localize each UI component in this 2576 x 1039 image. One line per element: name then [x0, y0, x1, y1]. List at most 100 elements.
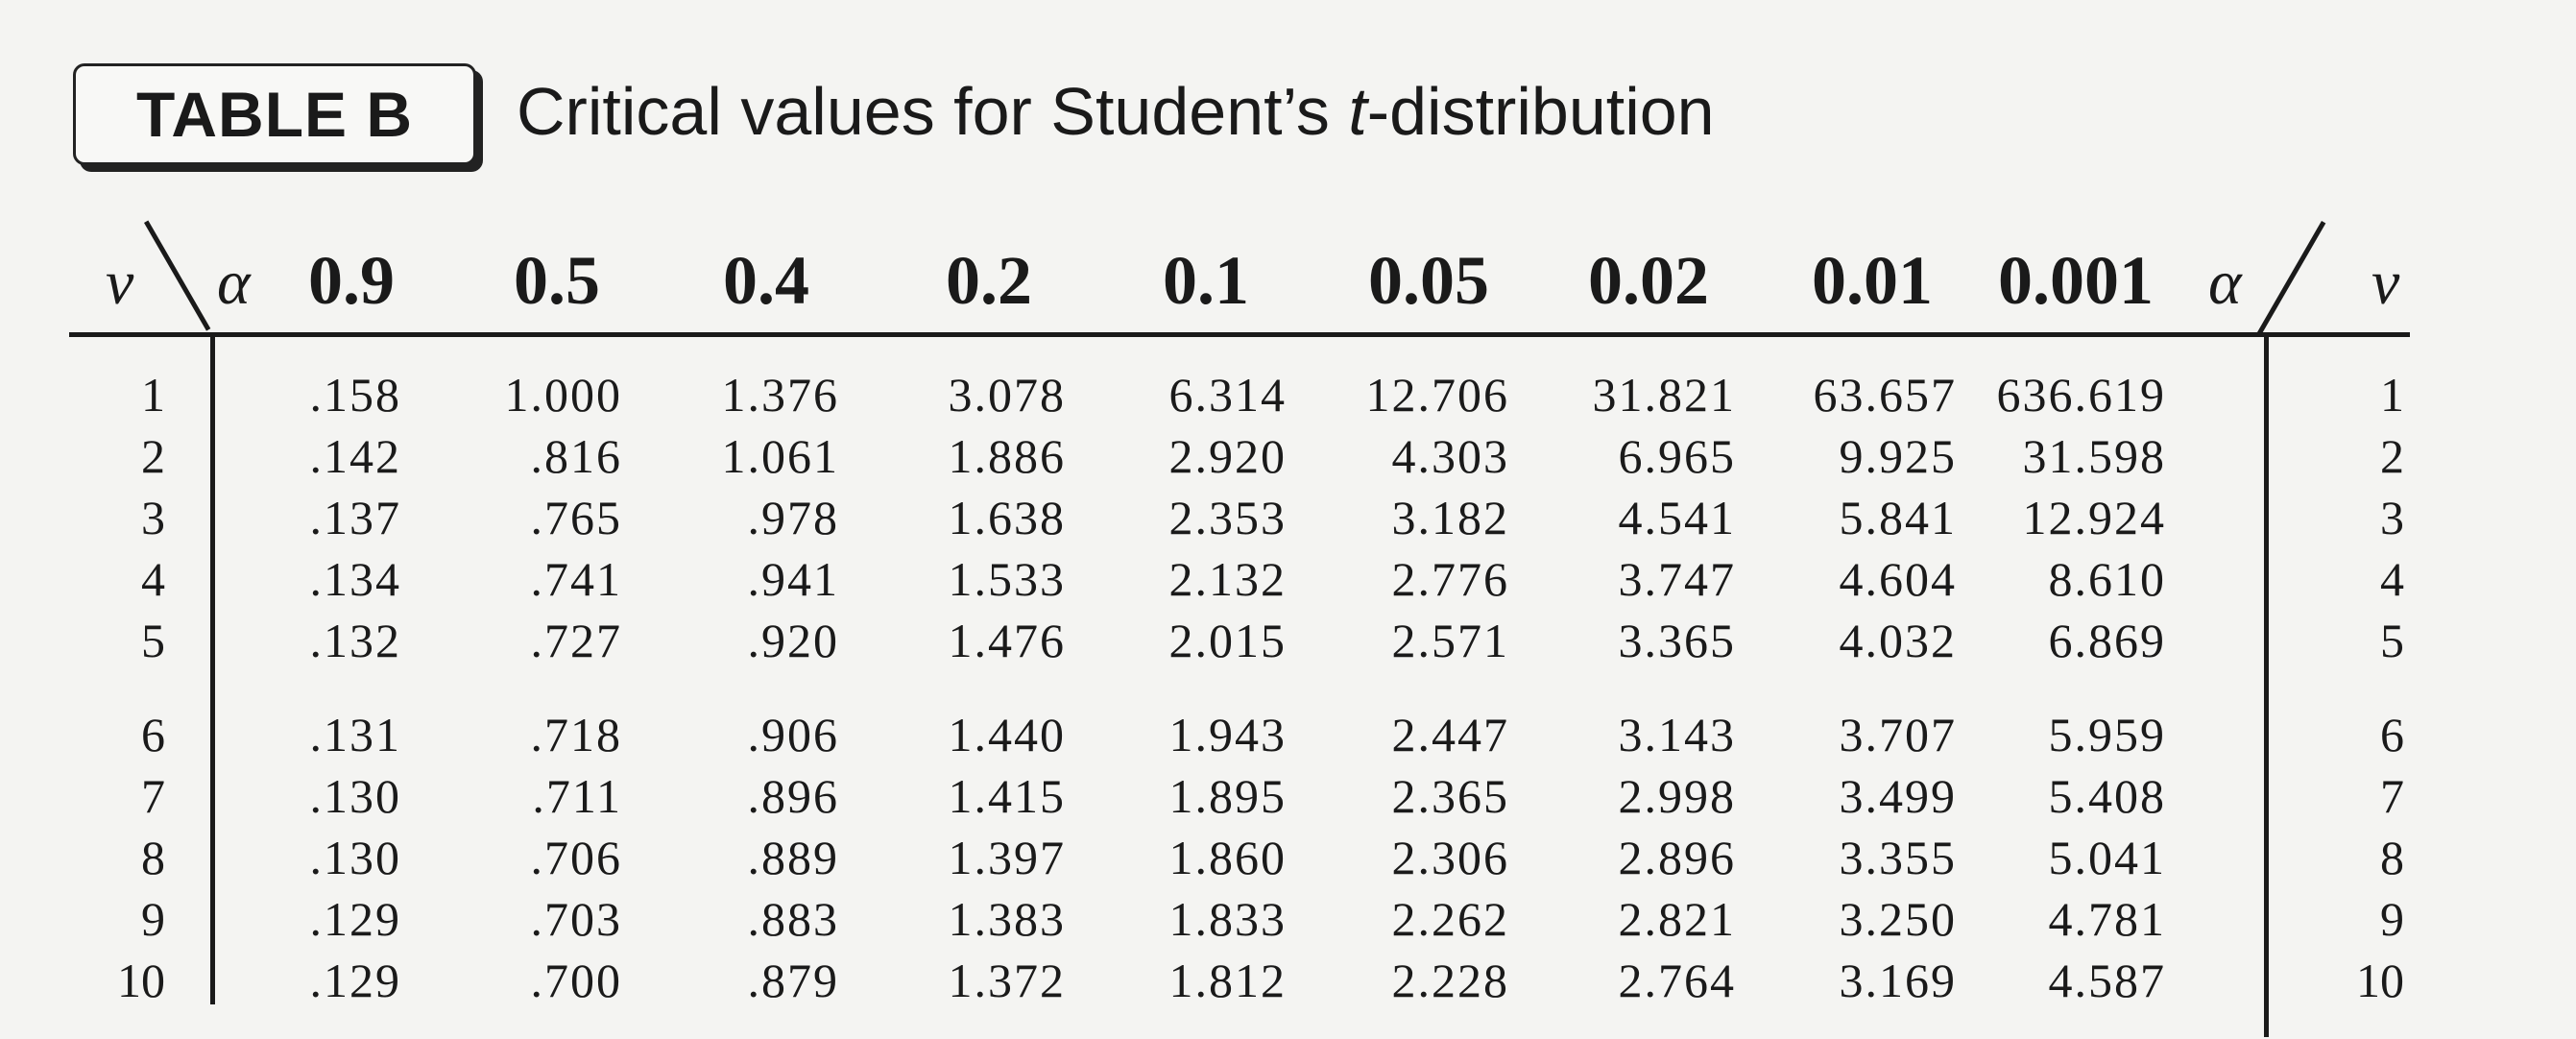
- table-cell: 12.924: [2022, 491, 2166, 544]
- table-cell: .129: [309, 954, 401, 1007]
- table-cell: 1.415: [948, 769, 1066, 823]
- row-nu-left: 5: [141, 614, 165, 667]
- header-rule: [69, 332, 2410, 337]
- table-cell: .727: [530, 614, 622, 667]
- table-cell: 9.925: [1839, 429, 1957, 483]
- table-cell: 1.886: [948, 429, 1066, 483]
- table-cell: 3.250: [1839, 892, 1957, 946]
- table-cell: .816: [530, 429, 622, 483]
- col-symbol-left: α: [217, 248, 251, 318]
- row-symbol-left: ν: [106, 248, 134, 318]
- table-cell: .703: [530, 892, 622, 946]
- table-cell: 2.015: [1168, 614, 1287, 667]
- table-cell: 2.920: [1168, 429, 1287, 483]
- left-diagonal: [144, 220, 211, 331]
- caption-prefix: Critical values for Student’s: [517, 74, 1349, 149]
- table-cell: 3.707: [1839, 708, 1957, 761]
- table-cell: .706: [530, 831, 622, 884]
- table-cell: 5.959: [2048, 708, 2166, 761]
- table-cell: .142: [309, 429, 401, 483]
- table-cell: 3.747: [1618, 552, 1736, 606]
- table-cell: 4.587: [2048, 954, 2166, 1007]
- caption-italic-t: t: [1348, 74, 1367, 149]
- table-cell: 5.841: [1839, 491, 1957, 544]
- table-cell: 6.965: [1618, 429, 1736, 483]
- table-cell: 8.610: [2048, 552, 2166, 606]
- table-cell: 4.541: [1618, 491, 1736, 544]
- col-symbol-right: α: [2208, 248, 2242, 318]
- row-symbol-right: ν: [2371, 248, 2400, 318]
- table-cell: .896: [747, 769, 839, 823]
- table-cell: .741: [530, 552, 622, 606]
- table-cell: 2.365: [1391, 769, 1509, 823]
- table-cell: 2.821: [1618, 892, 1736, 946]
- row-nu-left: 3: [141, 491, 165, 544]
- table-cell: 1.000: [504, 368, 622, 422]
- alpha-header: 0.1: [1163, 242, 1249, 319]
- table-cell: 2.262: [1391, 892, 1509, 946]
- table-cell: 2.306: [1391, 831, 1509, 884]
- table-cell: 3.143: [1618, 708, 1736, 761]
- row-nu-left: 6: [141, 708, 165, 761]
- table-cell: 1.943: [1168, 708, 1287, 761]
- table-cell: 4.781: [2048, 892, 2166, 946]
- alpha-header: 0.001: [1998, 242, 2154, 319]
- table-cell: .700: [530, 954, 622, 1007]
- table-cell: 636.619: [1996, 368, 2166, 422]
- row-nu-left: 2: [141, 429, 165, 483]
- table-cell: .129: [309, 892, 401, 946]
- table-cell: .130: [309, 769, 401, 823]
- row-nu-right: 6: [2380, 708, 2404, 761]
- right-diagonal: [2256, 221, 2326, 337]
- table-cell: .158: [309, 368, 401, 422]
- alpha-header: 0.05: [1368, 242, 1489, 319]
- table-cell: 6.314: [1168, 368, 1287, 422]
- table-cell: 1.372: [948, 954, 1066, 1007]
- table-cell: 1.376: [721, 368, 839, 422]
- table-cell: 5.408: [2048, 769, 2166, 823]
- table-cell: 2.764: [1618, 954, 1736, 1007]
- table-cell: .711: [532, 769, 622, 823]
- row-nu-right: 2: [2380, 429, 2404, 483]
- table-cell: 1.383: [948, 892, 1066, 946]
- table-label: TABLE B: [73, 63, 476, 165]
- table-cell: .978: [747, 491, 839, 544]
- table-cell: .132: [309, 614, 401, 667]
- table-cell: .920: [747, 614, 839, 667]
- row-nu-right: 3: [2380, 491, 2404, 544]
- table-cell: 3.169: [1839, 954, 1957, 1007]
- table-cell: 31.598: [2022, 429, 2166, 483]
- table-cell: .879: [747, 954, 839, 1007]
- alpha-header: 0.01: [1812, 242, 1933, 319]
- table-cell: 1.638: [948, 491, 1066, 544]
- table-cell: 2.228: [1391, 954, 1509, 1007]
- table-cell: 1.476: [948, 614, 1066, 667]
- row-nu-left: 8: [141, 831, 165, 884]
- table-cell: 3.078: [948, 368, 1066, 422]
- table-cell: 6.869: [2048, 614, 2166, 667]
- alpha-header: 0.02: [1588, 242, 1709, 319]
- table-cell: .883: [747, 892, 839, 946]
- row-nu-left: 10: [117, 954, 165, 1007]
- row-nu-right: 7: [2380, 769, 2404, 823]
- alpha-header: 0.4: [723, 242, 809, 319]
- table-cell: 31.821: [1592, 368, 1736, 422]
- row-nu-left: 9: [141, 892, 165, 946]
- alpha-header: 0.5: [514, 242, 600, 319]
- table-cell: 3.365: [1618, 614, 1736, 667]
- table-cell: 1.440: [948, 708, 1066, 761]
- table-cell: 3.182: [1391, 491, 1509, 544]
- table-cell: 4.303: [1391, 429, 1509, 483]
- row-nu-right: 10: [2356, 954, 2404, 1007]
- table-cell: .765: [530, 491, 622, 544]
- table-cell: .941: [747, 552, 839, 606]
- row-nu-left: 1: [141, 368, 165, 422]
- row-nu-right: 5: [2380, 614, 2404, 667]
- table-cell: 1.812: [1168, 954, 1287, 1007]
- table-cell: 1.895: [1168, 769, 1287, 823]
- table-cell: 3.499: [1839, 769, 1957, 823]
- table-cell: 2.998: [1618, 769, 1736, 823]
- table-cell: 1.833: [1168, 892, 1287, 946]
- table-cell: 1.397: [948, 831, 1066, 884]
- row-nu-left: 4: [141, 552, 165, 606]
